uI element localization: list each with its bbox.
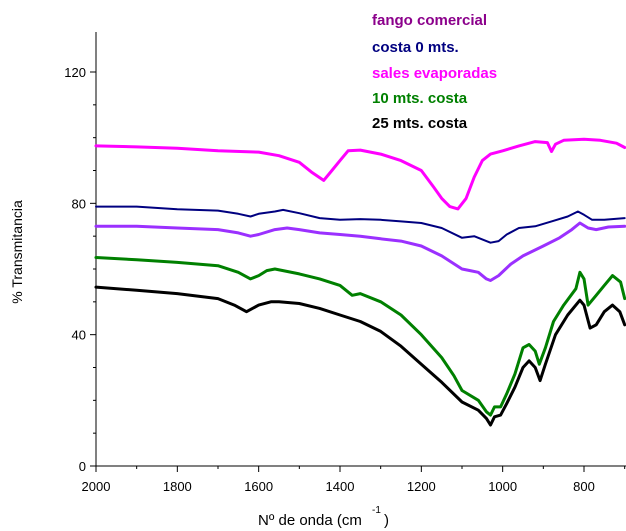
legend-item-3: sales evaporadas xyxy=(372,65,497,82)
series-line-costa-0-mts xyxy=(95,205,626,244)
plot-area: 0 40 80 120 2000 1800 1600 1400 1200 1000 800 xyxy=(64,32,626,494)
y-tick-label: 120 xyxy=(64,65,86,80)
series-line-25-mts-costa xyxy=(94,285,626,427)
legend-item-4: 10 mts. costa xyxy=(372,90,468,107)
x-tick-label: 800 xyxy=(573,479,595,494)
x-tick-label: 1200 xyxy=(407,479,436,494)
y-axis-ticks: 0 40 80 120 xyxy=(64,65,96,474)
y-tick-label: 80 xyxy=(72,196,86,211)
series-line-sales-evaporadas xyxy=(94,137,626,211)
x-tick-label: 1600 xyxy=(244,479,273,494)
legend-item-2: costa 0 mts. xyxy=(372,39,459,56)
y-tick-label: 0 xyxy=(79,459,86,474)
series-line-fango-comercial xyxy=(94,221,626,282)
legend-item-1: fango comercial xyxy=(372,12,487,29)
y-axis-label: % Transmitancia xyxy=(9,200,25,304)
x-axis-label-superscript: -1 xyxy=(372,505,381,516)
x-axis-ticks: 2000 1800 1600 1400 1200 1000 800 xyxy=(82,466,626,494)
x-tick-label: 1000 xyxy=(488,479,517,494)
x-axis-label: Nº de onda (cm -1 ) xyxy=(258,505,389,529)
series-line-10-mts-costa xyxy=(94,256,626,417)
x-axis-label-text: Nº de onda (cm xyxy=(258,512,362,529)
legend: fango comercial costa 0 mts. sales evapo… xyxy=(372,12,497,132)
y-tick-label: 40 xyxy=(72,328,86,343)
legend-item-5: 25 mts. costa xyxy=(372,115,468,132)
x-tick-label: 1400 xyxy=(326,479,355,494)
series-lines xyxy=(94,137,626,427)
x-tick-label: 2000 xyxy=(82,479,111,494)
x-tick-label: 1800 xyxy=(163,479,192,494)
x-axis-label-close: ) xyxy=(384,512,389,529)
